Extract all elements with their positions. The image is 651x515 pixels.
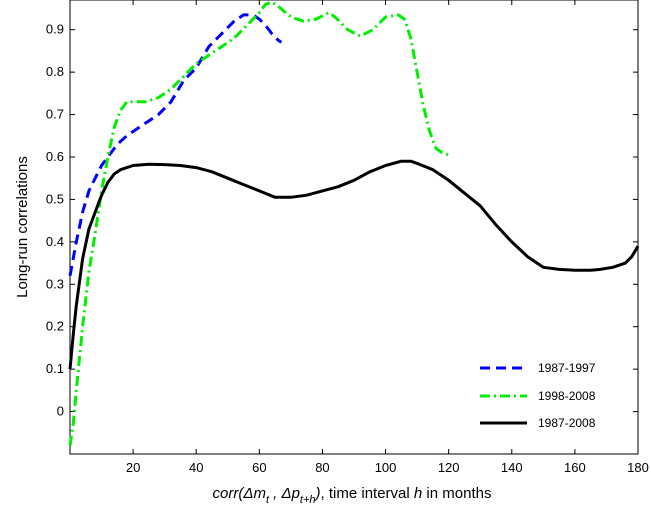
- y-tick-label: 0: [57, 404, 64, 419]
- axis-ticks: [70, 0, 639, 454]
- legend: 1987-1997 1998-2008 1987-2008: [480, 361, 596, 430]
- legend-label-1987-1997: 1987-1997: [538, 361, 596, 375]
- x-title-corr: corr: [213, 485, 240, 502]
- x-title-h: h: [414, 485, 422, 502]
- y-tick-label: 0.5: [46, 191, 64, 206]
- legend-label-1998-2008: 1998-2008: [538, 389, 596, 403]
- y-axis-title: Long-run correlations: [14, 156, 31, 298]
- y-tick-label: 0.3: [46, 276, 64, 291]
- tick-labels: 20 40 60 80 100 120 140 160 180 0 0.1 0.2 0.3 0.4 0.5 0…: [46, 22, 649, 475]
- series-line-1987-2008: [68, 159, 640, 370]
- series-line-1987-1997: [68, 13, 283, 277]
- x-tick-label: 180: [627, 460, 649, 475]
- series-line-1998-2008: [68, 0, 450, 446]
- x-title-rest1: , time interval: [321, 485, 414, 502]
- x-tick-label: 160: [564, 460, 586, 475]
- x-title-comma: ,: [269, 485, 282, 502]
- series-layer: [68, 0, 640, 446]
- x-title-sub-t: t: [266, 494, 270, 506]
- x-title-sub-th: t+h: [300, 494, 316, 506]
- y-tick-label: 0.6: [46, 149, 64, 164]
- x-tick-label: 120: [438, 460, 460, 475]
- x-title-rest2: in months: [422, 485, 491, 502]
- x-title-close: ): [314, 485, 321, 502]
- y-tick-label: 0.8: [46, 64, 64, 79]
- x-tick-label: 40: [189, 460, 203, 475]
- x-tick-label: 140: [501, 460, 523, 475]
- y-tick-label: 0.7: [46, 107, 64, 122]
- y-tick-label: 0.4: [46, 234, 64, 249]
- x-title-delta-m: Δm: [242, 485, 266, 502]
- plot-frame: [69, 0, 639, 455]
- x-axis-title: corr(Δmt , Δpt+h), time interval h in mo…: [213, 485, 492, 506]
- x-tick-label: 100: [375, 460, 397, 475]
- y-tick-label: 0.1: [46, 361, 64, 376]
- y-tick-label: 0.9: [46, 22, 64, 37]
- x-title-open: (: [238, 485, 245, 502]
- x-tick-label: 80: [315, 460, 329, 475]
- x-tick-label: 20: [126, 460, 140, 475]
- x-title-delta-p: Δp: [281, 485, 300, 502]
- y-tick-label: 0.2: [46, 319, 64, 334]
- x-tick-label: 60: [252, 460, 266, 475]
- legend-label-1987-2008: 1987-2008: [538, 416, 596, 430]
